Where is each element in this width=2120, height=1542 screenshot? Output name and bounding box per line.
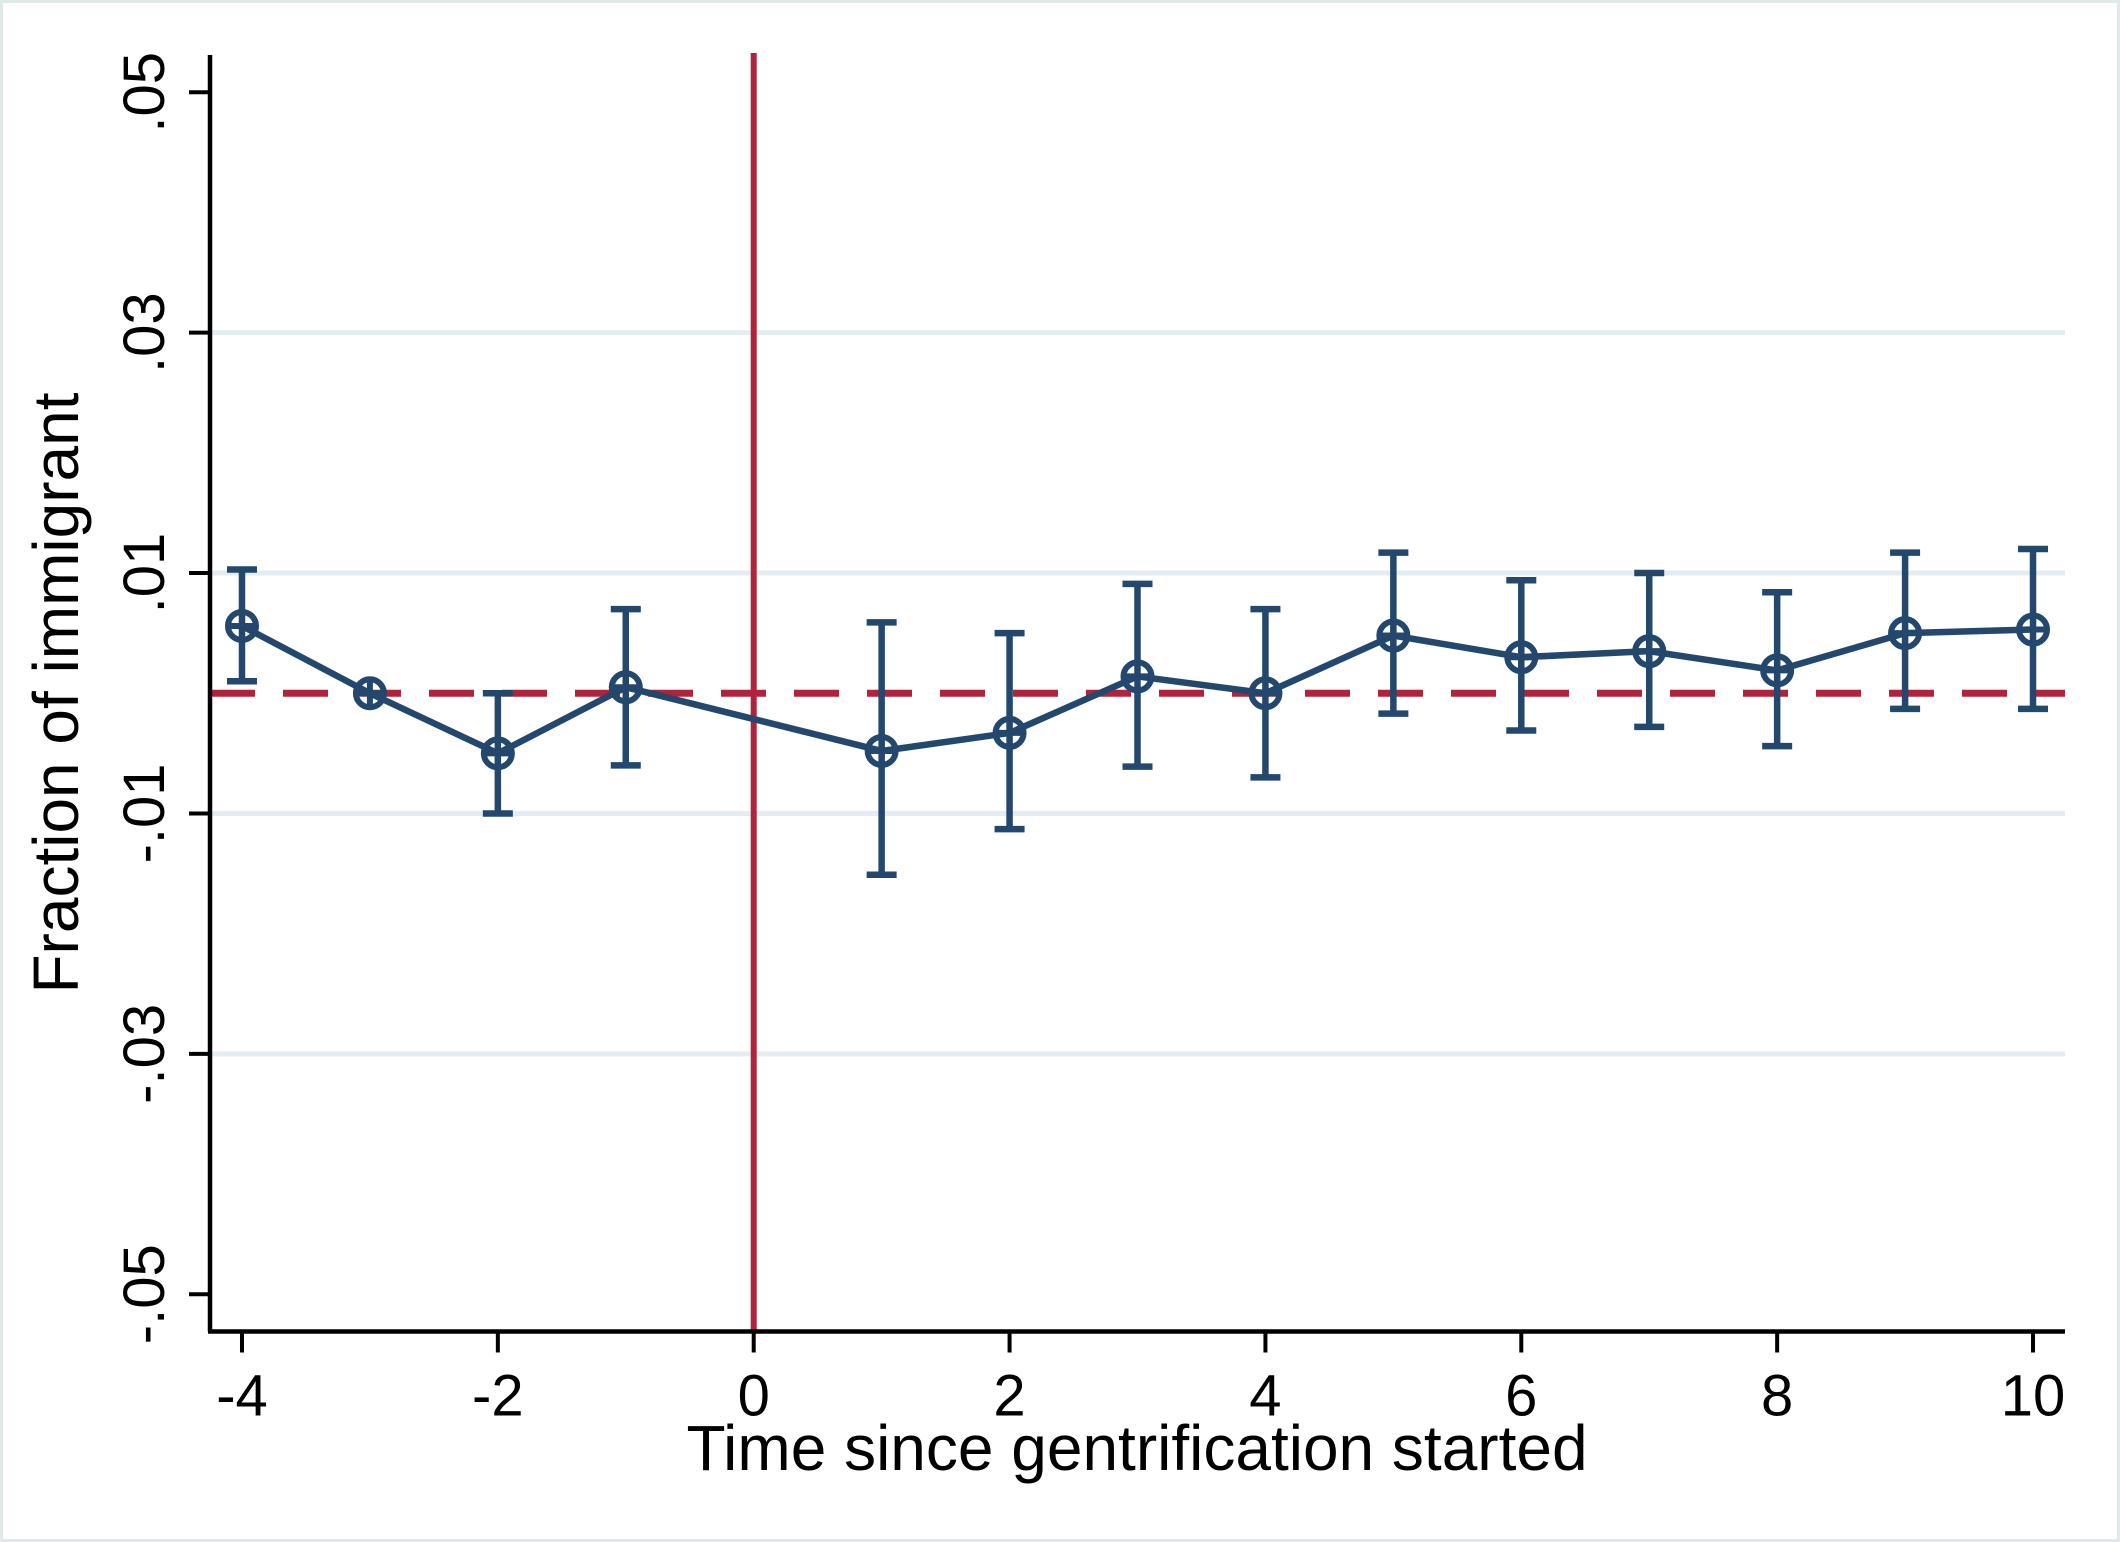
estimate-connecting-line [240,623,2034,757]
marker-circle [2016,612,2051,647]
marker-circle [992,715,1027,750]
data-point-marker [1760,653,1795,688]
marker-circle [1888,616,1923,651]
marker-circle [480,736,515,771]
x-axis-tick-label: -4 [216,1364,268,1429]
series-layer [224,545,2051,878]
reference-lines [210,53,2065,1332]
data-point-marker [1120,659,1155,694]
y-axis-tick-label: .01 [112,533,177,614]
x-axis-tick-label: 10 [2001,1364,2066,1429]
y-axis-tick-label: -.01 [112,763,177,863]
gridlines [210,330,2065,1057]
marker-circle [1760,653,1795,688]
y-axis-tick-label: .03 [112,292,177,373]
data-point-marker [1248,676,1283,711]
x-axis-tick-label: 4 [1249,1364,1281,1429]
x-axis-tick-label: 0 [738,1364,770,1429]
marker-circle [864,733,899,768]
marker-circle [352,676,387,711]
data-point-marker [608,670,643,705]
axes: .05 .03 .01 -.01 -.03 -.05 -4 -2 0 2 4 6 8 10 [112,52,2065,1429]
y-axis-tick-label: -.05 [112,1244,177,1344]
data-point-marker [1504,640,1539,675]
marker-circle [1504,640,1539,675]
y-axis-tick-label: -.03 [112,1004,177,1104]
data-point-marker [2016,612,2051,647]
data-point-marker [224,608,259,643]
marker-circle [1632,634,1667,669]
data-point-marker [1888,616,1923,651]
y-axis-title: Fraction of immigrant [20,392,92,993]
marker-circle [224,608,259,643]
data-point-marker [992,715,1027,750]
data-point-marker [352,676,387,711]
marker-circle [1248,676,1283,711]
marker-circle [1376,618,1411,653]
marker-circle [1120,659,1155,694]
x-axis-tick-label: 8 [1761,1364,1793,1429]
marker-circle [608,670,643,705]
x-axis-tick-label: 6 [1505,1364,1537,1429]
x-axis-tick-label: 2 [993,1364,1025,1429]
data-point-marker [1376,618,1411,653]
y-axis-tick-label: .05 [112,52,177,133]
x-axis-tick-label: -2 [472,1364,524,1429]
data-point-marker [1632,634,1667,669]
data-point-marker [480,736,515,771]
data-point-marker [864,733,899,768]
x-axis-title: Time since gentrification started [686,1412,1587,1484]
